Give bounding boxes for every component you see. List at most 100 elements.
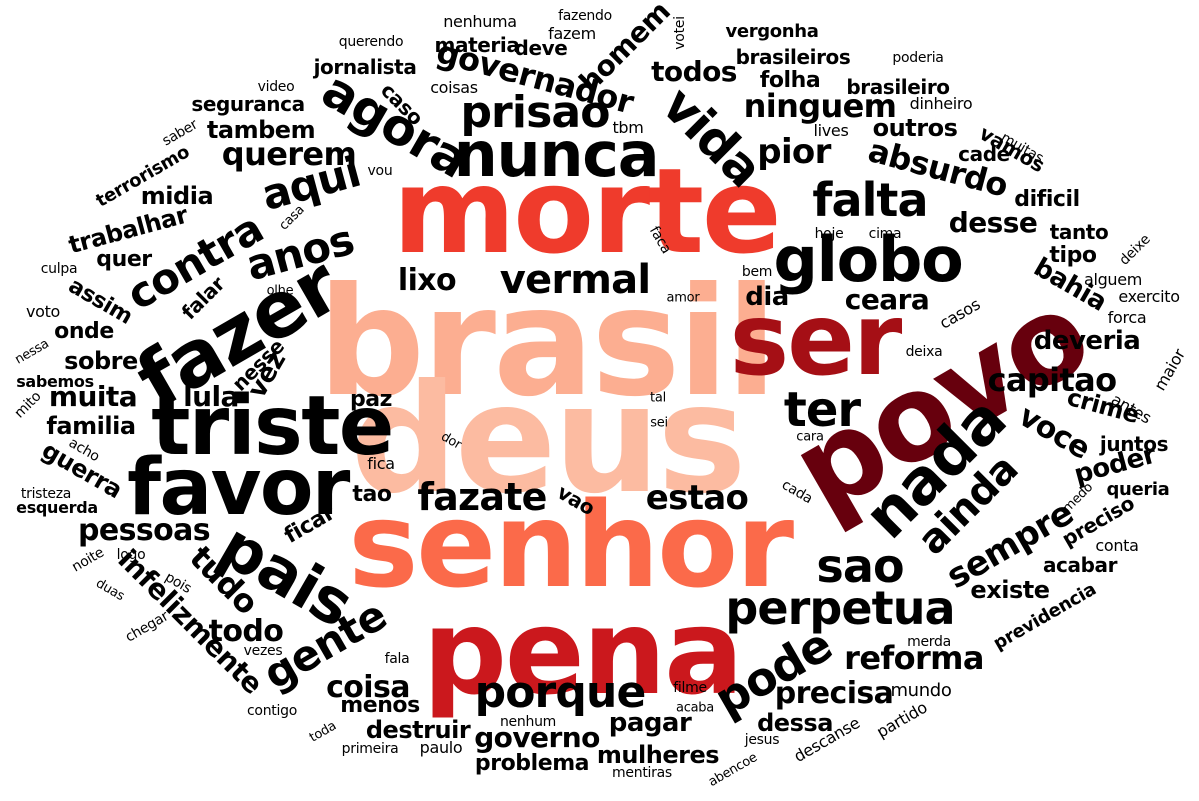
word-jornalista: jornalista [313,55,417,79]
word-tipo: tipo [1049,243,1097,268]
word-tristeza: tristeza [20,486,72,502]
word-deveria: deveria [1033,326,1141,356]
word-deve: deve [514,36,568,60]
word-brasileiros: brasileiros [735,45,851,69]
word-mito: mito [11,388,45,422]
word-fala: fala [384,651,410,667]
word-fazate: fazate [417,475,547,519]
word-vermal: vermal [499,257,651,303]
word-juntos: juntos [1099,432,1169,456]
word-video: video [257,79,295,95]
word-hoje: hoje [814,226,844,242]
word-outros: outros [872,114,958,142]
word-triste: triste [151,379,394,474]
word-familia: familia [46,412,136,440]
word-medo: medo [1060,480,1096,516]
word-pior: pior [757,132,831,172]
word-fazem: fazem [548,24,596,43]
word-brasil: brasil [317,256,778,430]
word-vezes: vezes [243,643,283,659]
word-brasileiro: brasileiro [846,75,950,99]
word-conta: conta [1095,536,1139,555]
word-dificil: dificil [1014,187,1080,212]
word-contigo: contigo [246,703,298,719]
word-nenhum: nenhum [499,714,557,730]
word-destruir: destruir [365,716,471,744]
word-alguem: alguem [1083,270,1143,289]
word-olhe: olhe [266,283,294,299]
word-primeira: primeira [341,741,399,757]
word-coisa: coisa [326,670,410,705]
word-materia: materia [434,33,520,57]
word-maior: maior [1150,345,1189,394]
word-estao: estao [645,478,749,518]
word-forca: forca [1107,308,1147,327]
word-acabar: acabar [1042,553,1118,577]
word-favor: favor [127,443,350,533]
word-senhor: senhor [348,476,794,614]
word-voto: voto [25,302,61,321]
word-coisas: coisas [430,78,478,97]
word-fica: fica [367,454,395,473]
word-pagar: pagar [608,708,692,738]
word-cara: cara [796,429,824,445]
word-nessa: nessa [12,336,52,368]
word-onde: onde [54,319,114,344]
word-nunca: nunca [453,118,660,191]
word-poderia: poderia [892,50,944,66]
word-midia: midia [140,182,214,210]
word-tambem: tambem [206,116,316,144]
word-deixa: deixa [905,344,943,360]
word-duas: duas [93,575,127,605]
word-esquerda: esquerda [16,498,98,517]
word-folha: folha [759,68,821,93]
word-cade: cade [958,142,1010,166]
word-filme: filme [673,680,707,696]
word-noite: noite [69,544,107,576]
word-dessa: dessa [757,709,833,737]
word-capitao: capitao [987,361,1117,399]
word-tao: tao [352,482,392,507]
word-bem: bem [741,264,773,280]
word-dinheiro: dinheiro [909,94,973,113]
word-lula: lula [183,380,239,413]
word-quer: quer [96,247,152,272]
word-chegar: chegar [122,608,172,646]
word-porque: porque [474,667,647,718]
word-todo: todo [208,614,284,649]
word-globo: globo [773,223,963,296]
word-reforma: reforma [844,639,984,677]
word-culpa: culpa [40,261,78,277]
word-menos: menos [340,693,420,718]
word-nenhuma: nenhuma [443,12,517,31]
word-votei: votei [672,16,688,50]
word-lixo: lixo [397,263,457,298]
word-paulo: paulo [419,738,463,757]
word-ceara: ceara [844,283,930,316]
word-sei: sei [650,415,668,431]
word-paz: paz [349,387,393,412]
word-tal: tal [650,390,666,406]
word-seguranca: seguranca [191,92,305,116]
word-deixe: deixe [1116,231,1154,269]
word-deus: deus [350,353,746,527]
word-lives: lives [813,121,849,140]
word-vergonha: vergonha [725,21,819,42]
word-cima: cima [868,226,902,242]
word-acaba: acaba [676,700,714,716]
word-mentiras: mentiras [612,765,672,781]
word-perpetua: perpetua [725,581,955,635]
word-dia: dia [745,282,789,312]
word-falta: falta [812,173,928,227]
word-ser: ser [729,281,903,398]
word-querendo: querendo [338,34,404,50]
word-mundo: mundo [890,680,952,701]
word-precisa: precisa [774,676,894,711]
word-jesus: jesus [744,732,780,748]
word-todos: todos [651,55,737,88]
word-muita: muita [48,380,138,413]
word-morte: morte [392,142,782,280]
word-tbm: tbm [612,118,644,137]
word-governo: governo [474,721,600,754]
